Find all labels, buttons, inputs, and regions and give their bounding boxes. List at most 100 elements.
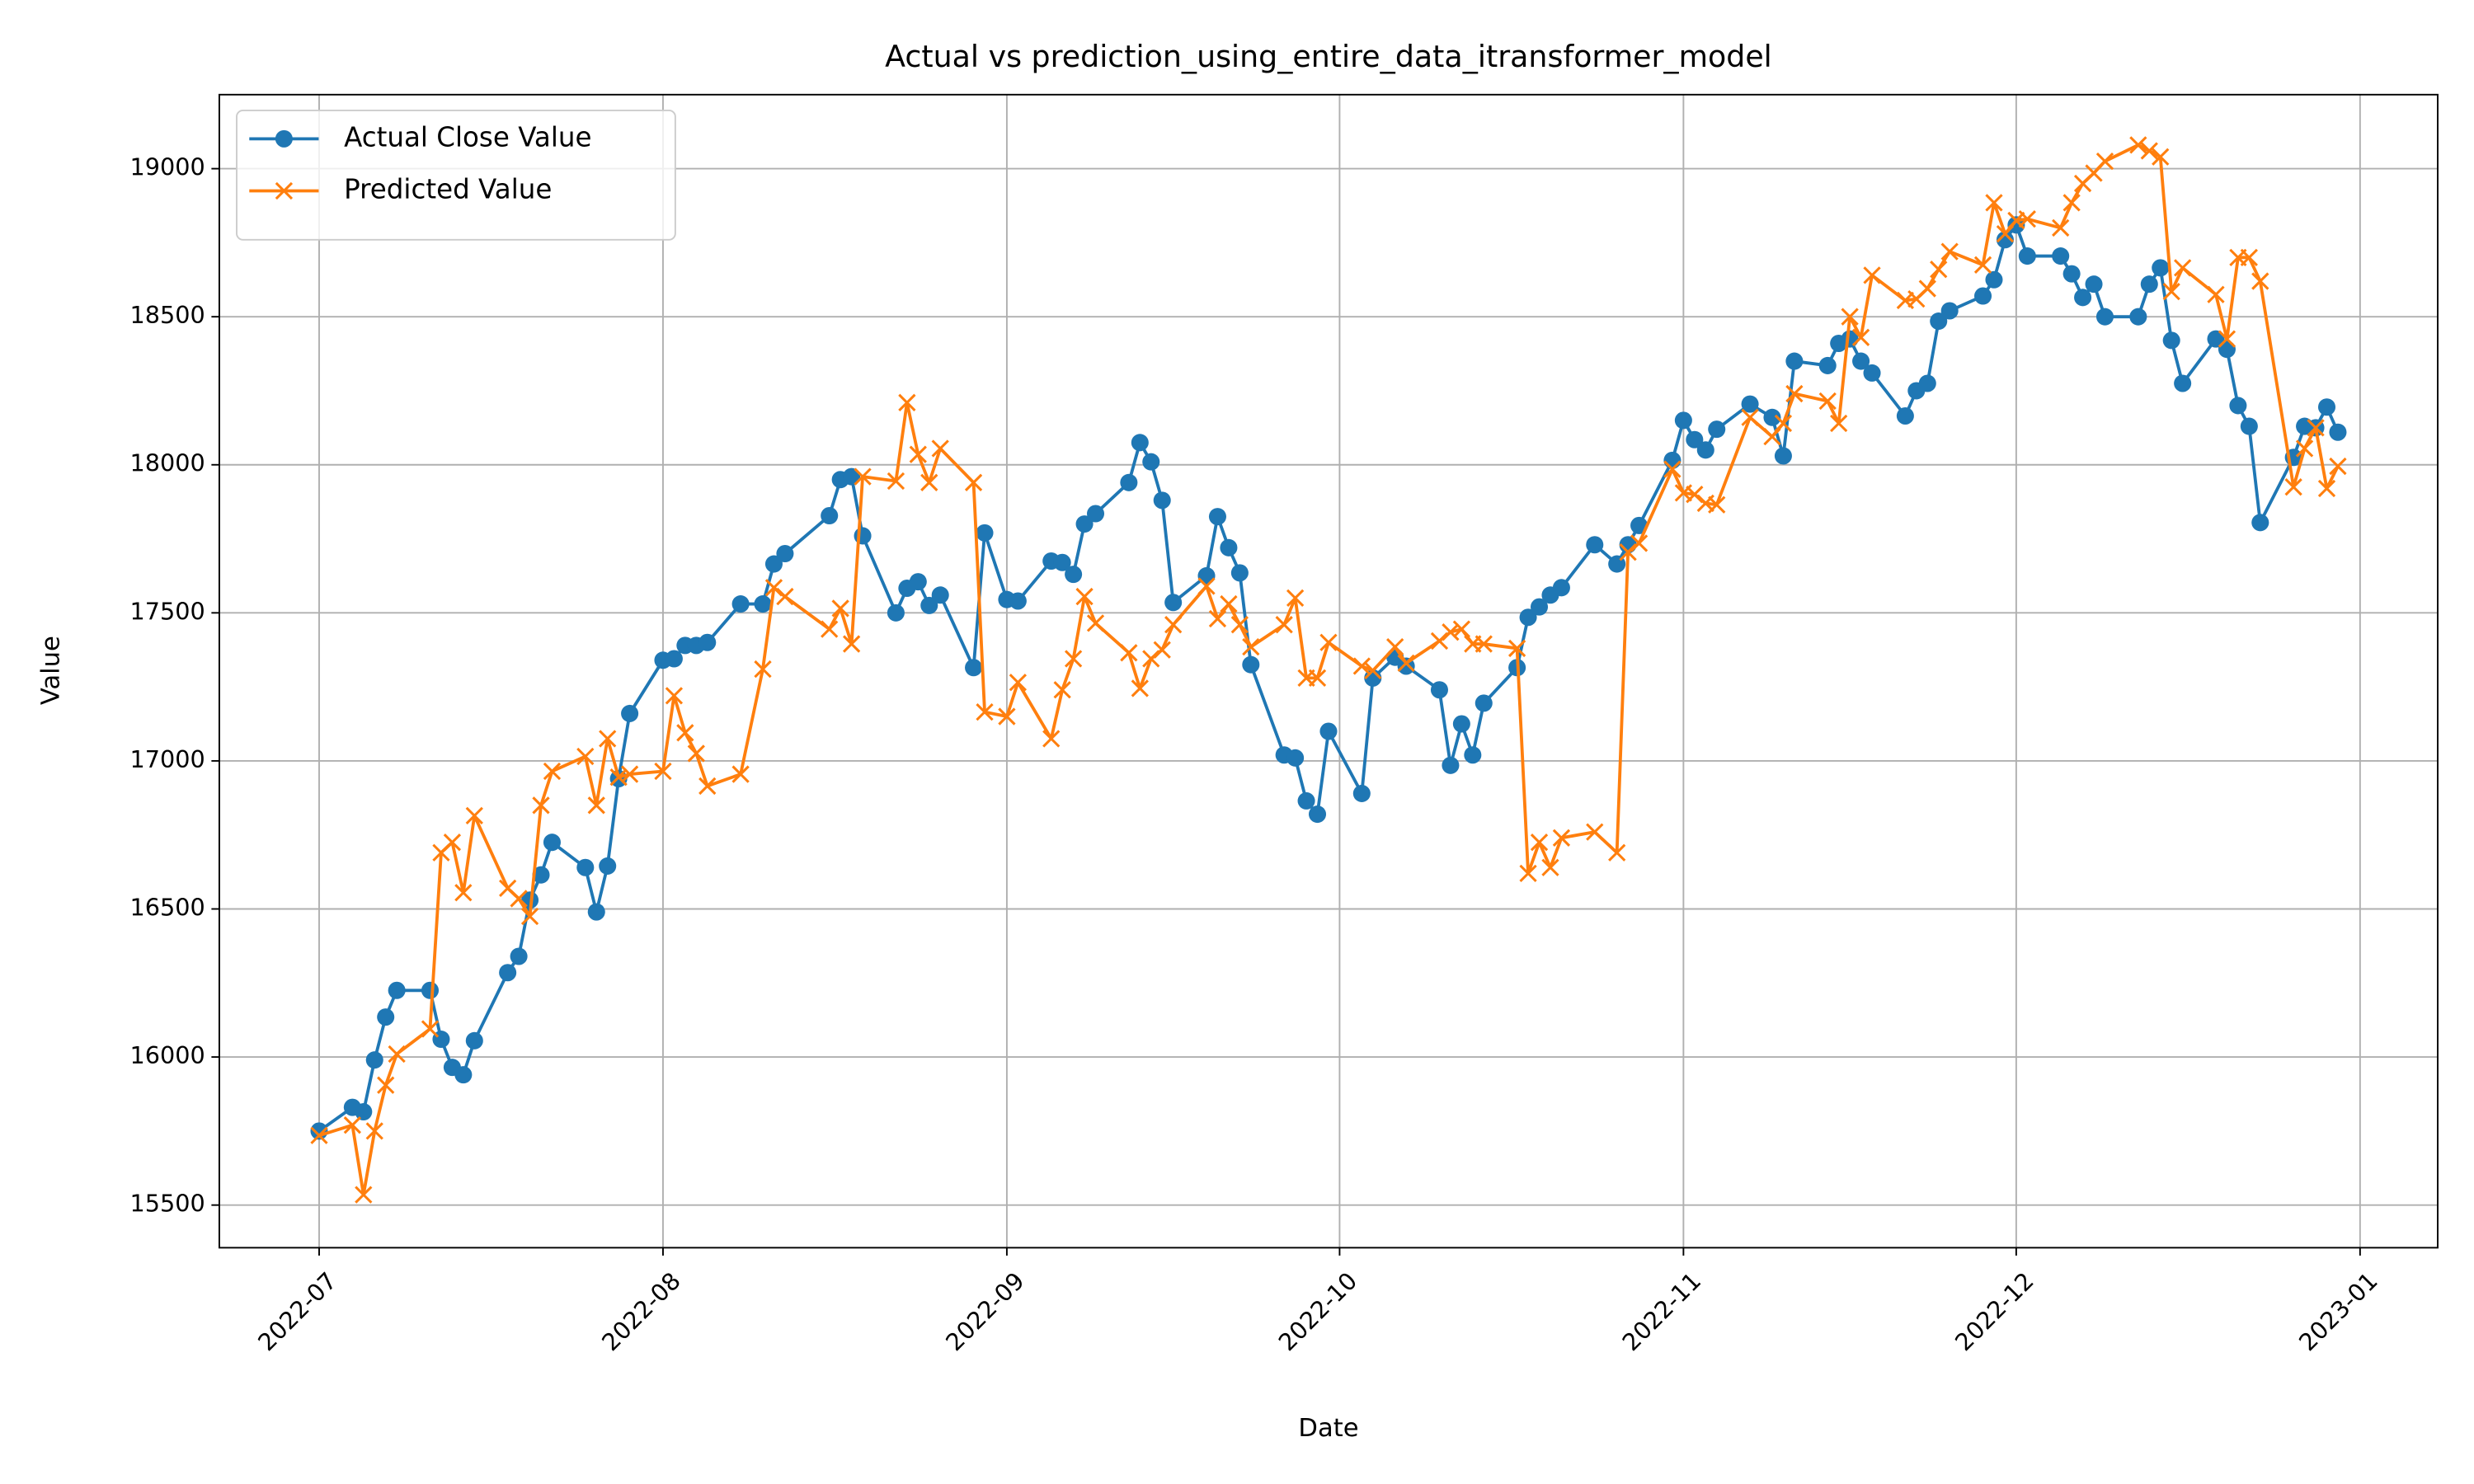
marker-x <box>1053 681 1071 699</box>
marker-x <box>842 635 861 653</box>
marker-dot <box>1442 756 1460 774</box>
marker-x <box>2284 478 2302 496</box>
marker-dot <box>731 595 750 613</box>
marker-dot <box>1153 491 1171 510</box>
y-tick-label: 17500 <box>129 597 205 625</box>
marker-x <box>2129 136 2147 154</box>
marker-dot <box>2207 330 2225 348</box>
marker-x <box>1386 637 1404 656</box>
marker-dot <box>754 595 772 613</box>
marker-dot <box>843 467 861 486</box>
marker-x <box>454 884 473 902</box>
legend-marker <box>275 129 293 148</box>
marker-x <box>1763 427 1781 446</box>
marker-dot <box>1242 655 1260 674</box>
marker-dot <box>1120 473 1138 491</box>
marker-dot <box>965 659 983 677</box>
marker-x <box>654 762 672 781</box>
marker-dot <box>599 857 617 875</box>
marker-x <box>1686 486 1704 504</box>
marker-x <box>355 1186 373 1204</box>
marker-dot <box>1552 579 1570 597</box>
marker-dot <box>1708 420 1726 439</box>
marker-x <box>1242 637 1260 656</box>
marker-dot <box>2229 397 2247 415</box>
marker-dot <box>1086 505 1105 523</box>
marker-x <box>2295 439 2314 458</box>
marker-dot <box>1220 538 1238 556</box>
marker-x <box>2240 248 2258 266</box>
marker-x <box>2207 285 2225 303</box>
marker-x <box>909 445 927 463</box>
marker-x <box>754 660 772 679</box>
marker-dot <box>1464 746 1482 764</box>
marker-x <box>599 730 617 748</box>
marker-dot <box>587 903 605 921</box>
marker-dot <box>1286 749 1305 767</box>
marker-x <box>310 1126 328 1144</box>
marker-dot <box>976 524 994 542</box>
marker-dot <box>1985 270 2003 289</box>
marker-x <box>976 703 994 721</box>
marker-dot <box>1053 553 1071 571</box>
marker-dot <box>365 1051 383 1069</box>
marker-dot <box>2095 308 2114 326</box>
marker-x <box>1442 623 1460 641</box>
marker-dot <box>355 1103 373 1121</box>
x-tick-label: 2022-07 <box>252 1266 342 1356</box>
marker-x <box>821 620 839 638</box>
marker-dot <box>1142 453 1160 471</box>
marker-dot <box>1208 508 1226 526</box>
marker-x <box>2018 209 2036 228</box>
x-tick-label: 2022-11 <box>1616 1266 1706 1356</box>
marker-x <box>343 1116 361 1134</box>
marker-x <box>1364 661 1382 680</box>
legend-label: Predicted Value <box>344 174 552 205</box>
x-tick-label: 2022-09 <box>940 1266 1030 1356</box>
y-tick-label: 19000 <box>129 153 205 181</box>
marker-x <box>920 473 938 491</box>
marker-x <box>1708 495 1726 514</box>
marker-dot <box>454 1066 473 1084</box>
marker-x <box>1131 679 1149 697</box>
marker-dot <box>821 507 839 525</box>
marker-x <box>1475 635 1493 653</box>
marker-dot <box>1686 430 1704 448</box>
marker-x <box>2251 272 2269 290</box>
marker-x <box>964 473 983 491</box>
marker-x <box>443 834 462 852</box>
marker-x <box>2152 148 2170 166</box>
marker-x <box>2095 152 2114 171</box>
marker-dot <box>1663 451 1681 469</box>
marker-x <box>388 1045 406 1064</box>
marker-x <box>1164 616 1183 634</box>
marker-dot <box>2018 247 2036 265</box>
marker-x <box>998 707 1016 726</box>
marker-dot <box>1930 312 1948 331</box>
marker-x <box>1785 384 1804 403</box>
marker-x <box>1319 633 1338 651</box>
marker-dot <box>1519 608 1537 627</box>
marker-dot <box>1452 715 1470 733</box>
marker-dot <box>2074 289 2092 307</box>
marker-dot <box>887 603 905 622</box>
marker-dot <box>2251 514 2269 532</box>
marker-dot <box>2062 265 2081 283</box>
marker-x <box>1918 279 1936 298</box>
marker-x <box>421 1020 440 1038</box>
marker-x <box>1830 414 1848 433</box>
marker-dot <box>377 1008 395 1026</box>
marker-dot <box>576 858 595 876</box>
marker-dot <box>1940 302 1959 320</box>
marker-x <box>520 907 539 926</box>
marker-x <box>1120 644 1138 662</box>
marker-x <box>2140 142 2158 160</box>
chart-title: Actual vs prediction_using_entire_data_i… <box>885 39 1772 74</box>
marker-dot <box>1785 352 1804 370</box>
marker-dot <box>854 527 872 545</box>
marker-x <box>676 724 694 742</box>
marker-x <box>510 890 528 908</box>
marker-dot <box>2240 417 2258 435</box>
marker-x <box>2162 282 2180 301</box>
